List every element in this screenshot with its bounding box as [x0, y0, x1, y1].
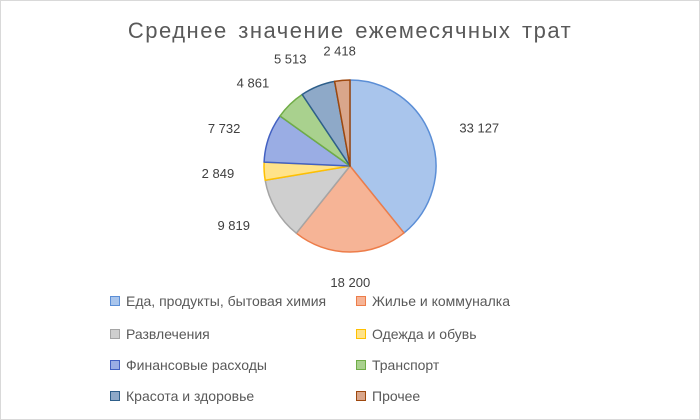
legend-swatch	[356, 391, 366, 401]
pie-slice-0	[349, 79, 437, 234]
legend-swatch	[110, 329, 120, 339]
data-label-6: 5 513	[274, 52, 307, 67]
data-label-0: 33 127	[459, 120, 499, 135]
legend-swatch	[110, 391, 120, 401]
legend-label: Финансовые расходы	[126, 357, 267, 373]
legend-label: Транспорт	[372, 357, 440, 373]
legend-swatch	[356, 329, 366, 339]
legend-label: Одежда и обувь	[372, 326, 477, 342]
legend-item-7: Прочее	[356, 387, 420, 405]
legend-swatch	[110, 296, 120, 306]
legend-item-3: Одежда и обувь	[356, 325, 477, 343]
legend-label: Прочее	[372, 388, 421, 404]
legend-item-4: Финансовые расходы	[110, 356, 267, 374]
legend-label: Красота и здоровье	[126, 388, 255, 404]
legend-swatch	[356, 296, 366, 306]
legend-label: Развлечения	[126, 326, 210, 342]
data-label-7: 2 418	[323, 44, 356, 59]
legend-swatch	[356, 360, 366, 370]
data-label-2: 9 819	[217, 218, 250, 233]
legend-label: Еда, продукты, бытовая химия	[126, 293, 327, 309]
legend-swatch	[110, 360, 120, 370]
data-label-3: 2 849	[202, 166, 235, 181]
pie-slice-2	[264, 165, 351, 234]
data-label-5: 4 861	[237, 76, 270, 91]
legend-item-6: Красота и здоровье	[110, 387, 254, 405]
legend-item-0: Еда, продукты, бытовая химия	[110, 292, 326, 310]
legend-item-1: Жилье и коммуналка	[356, 292, 510, 310]
data-label-4: 7 732	[208, 121, 241, 136]
legend-item-2: Развлечения	[110, 325, 210, 343]
legend-label: Жилье и коммуналка	[372, 293, 510, 309]
legend-item-5: Транспорт	[356, 356, 439, 374]
pie-slice-7	[333, 79, 351, 167]
data-label-1: 18 200	[330, 275, 370, 290]
chart-title: Среднее значение ежемесячных трат	[127, 18, 573, 43]
pie-slice-1	[295, 165, 405, 253]
